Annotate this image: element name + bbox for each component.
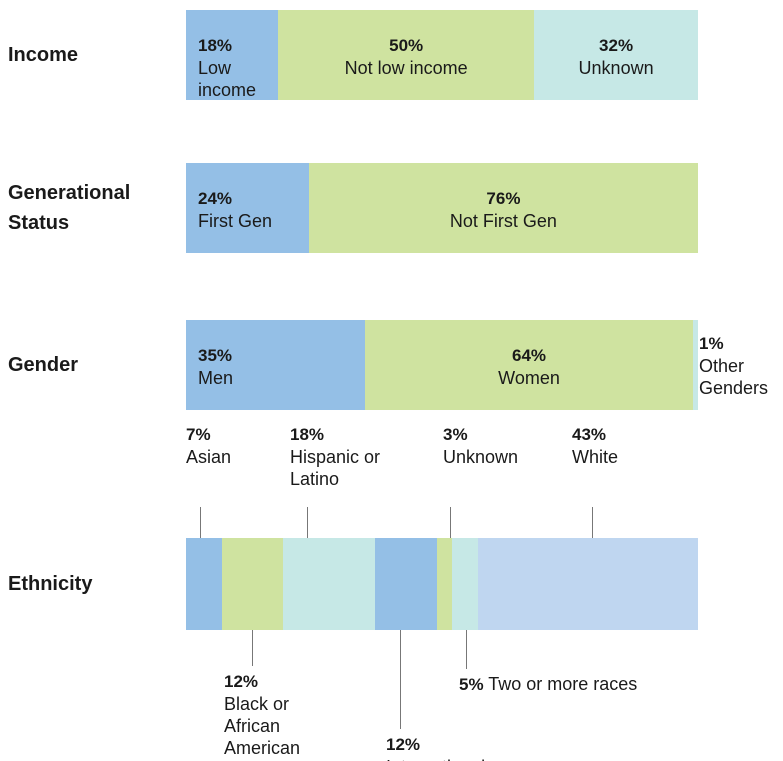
segment-name: Other Genders bbox=[699, 356, 769, 398]
row-label: Gender bbox=[8, 354, 79, 376]
leader-line bbox=[466, 630, 467, 669]
segment-name: Not low income bbox=[344, 58, 468, 78]
segment-name: Unknown bbox=[578, 58, 654, 78]
bar-segment bbox=[436, 538, 453, 630]
segment-name: First Gen bbox=[198, 211, 273, 231]
segment-name: Low income bbox=[198, 58, 257, 100]
value-label: 24% bbox=[198, 189, 233, 208]
value-label: 5% bbox=[459, 675, 484, 694]
value-label: 1% bbox=[699, 334, 724, 353]
data-label: 18% Low income bbox=[198, 34, 278, 101]
bar-segment bbox=[186, 538, 222, 630]
leader-line bbox=[450, 507, 451, 538]
segment-name: Men bbox=[198, 368, 234, 388]
row-label: Ethnicity bbox=[8, 573, 93, 595]
bar-segment bbox=[452, 538, 478, 630]
value-label: 12% bbox=[224, 672, 259, 691]
data-label: 32% Unknown bbox=[534, 34, 698, 79]
value-label: 35% bbox=[198, 346, 233, 365]
data-label: 12% Black or African American bbox=[224, 670, 334, 759]
segment-name: Unknown bbox=[443, 447, 519, 467]
bar-segment bbox=[534, 10, 698, 100]
data-label: 76% Not First Gen bbox=[309, 187, 698, 232]
value-label: 64% bbox=[512, 346, 547, 365]
bar-segment bbox=[477, 538, 698, 630]
value-label: 43% bbox=[572, 425, 607, 444]
data-label: 12% International bbox=[386, 733, 496, 761]
value-label: 7% bbox=[186, 425, 211, 444]
data-label: 64% Women bbox=[365, 344, 693, 389]
leader-line bbox=[592, 507, 593, 538]
leader-line bbox=[307, 507, 308, 538]
bar-segment bbox=[221, 538, 284, 630]
value-label: 18% bbox=[290, 425, 325, 444]
segment-name: Two or more races bbox=[488, 674, 638, 694]
value-label: 32% bbox=[599, 36, 634, 55]
value-label: 50% bbox=[389, 36, 424, 55]
segment-name: Not First Gen bbox=[449, 211, 557, 231]
bar-segment bbox=[186, 10, 279, 100]
bar-segment bbox=[692, 320, 698, 410]
bar-segment bbox=[186, 320, 366, 410]
data-label: 1% Other Genders bbox=[699, 332, 783, 399]
bar-segment bbox=[283, 538, 376, 630]
segment-name: Women bbox=[498, 368, 560, 388]
value-label: 3% bbox=[443, 425, 468, 444]
data-label: 50% Not low income bbox=[278, 34, 534, 79]
leader-line bbox=[200, 507, 201, 538]
data-label: 24% First Gen bbox=[198, 187, 309, 232]
row-label: Income bbox=[8, 44, 79, 66]
segment-name: Black or African American bbox=[224, 694, 301, 758]
leader-line bbox=[400, 630, 401, 729]
segment-name: White bbox=[572, 447, 619, 467]
segment-name: International bbox=[386, 757, 485, 761]
value-label: 12% bbox=[386, 735, 421, 754]
bar-segment bbox=[375, 538, 437, 630]
segment-name: Asian bbox=[186, 447, 232, 467]
data-label: 3% Unknown bbox=[443, 423, 553, 468]
bar-segment bbox=[365, 320, 693, 410]
data-label: 7% Asian bbox=[186, 423, 296, 468]
row-label: Generational Status bbox=[8, 182, 131, 234]
leader-line bbox=[252, 630, 253, 666]
data-label: 5% Two or more races bbox=[459, 673, 719, 696]
data-label: 43% White bbox=[572, 423, 682, 468]
value-label: 76% bbox=[486, 189, 521, 208]
bar-segment bbox=[278, 10, 535, 100]
data-label: 18% Hispanic or Latino bbox=[290, 423, 400, 490]
bar-segment bbox=[308, 163, 698, 253]
segment-name: Hispanic or Latino bbox=[290, 447, 381, 489]
value-label: 18% bbox=[198, 36, 233, 55]
data-label: 35% Men bbox=[198, 344, 365, 389]
bar-segment bbox=[186, 163, 309, 253]
